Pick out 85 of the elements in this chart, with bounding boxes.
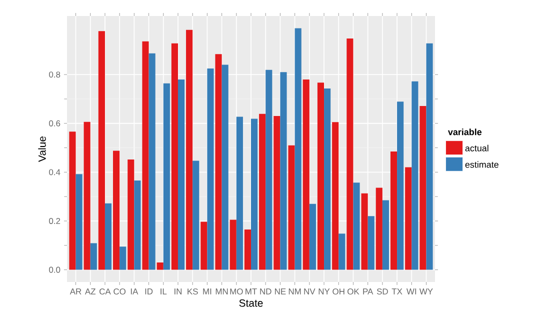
bar: [332, 122, 339, 270]
bar: [215, 54, 222, 270]
x-tick-label: SD: [376, 288, 388, 294]
x-tick-label: PA: [363, 288, 374, 294]
bar: [134, 180, 141, 270]
bar: [338, 234, 346, 270]
x-axis-title: State: [239, 299, 263, 307]
bar: [104, 203, 112, 270]
bar: [294, 28, 302, 270]
bar: [171, 43, 178, 270]
bar: [200, 222, 208, 270]
bar: [148, 53, 156, 270]
bar: [76, 174, 82, 270]
bar: [376, 188, 382, 270]
bar: [244, 230, 251, 270]
bar: [98, 31, 105, 270]
x-tick-label: IL: [160, 288, 167, 294]
legend-label: estimate: [465, 161, 498, 168]
bar: [113, 150, 120, 270]
bar: [222, 64, 228, 270]
bar: [346, 38, 354, 270]
y-tick-label: 0.4: [49, 169, 60, 176]
bar: [280, 72, 287, 270]
x-tick-label: OH: [332, 288, 344, 294]
x-tick-label: TX: [392, 288, 402, 294]
bar: [84, 122, 90, 270]
x-tick-label: AR: [70, 288, 82, 294]
bar: [426, 43, 433, 270]
x-tick-label: MO: [230, 288, 243, 294]
bar: [90, 243, 97, 270]
x-tick-label: NV: [304, 288, 316, 294]
x-tick-label: IN: [174, 288, 182, 294]
bar: [405, 167, 412, 270]
bar: [236, 116, 243, 270]
bar: [302, 79, 310, 270]
bar: [259, 114, 266, 270]
y-axis-title: Value: [38, 136, 46, 162]
bar: [207, 68, 214, 270]
bar: [120, 246, 126, 270]
x-tick-label: MT: [246, 288, 257, 294]
x-tick-label: WY: [419, 288, 433, 294]
x-tick-label: CO: [114, 288, 126, 294]
bar: [230, 220, 236, 270]
x-tick-label: ND: [260, 288, 272, 294]
y-tick-label: 0.2: [49, 218, 60, 224]
bar: [178, 79, 185, 270]
x-tick-label: NY: [318, 288, 330, 294]
x-tick-label: AZ: [84, 288, 96, 294]
y-tick-label: 0.0: [49, 266, 60, 273]
x-tick-label: KS: [188, 288, 198, 294]
x-tick-label: MN: [216, 288, 228, 294]
bar: [390, 151, 398, 270]
x-tick-label: OK: [348, 288, 360, 294]
legend-title: variable: [448, 128, 482, 136]
bar: [397, 102, 404, 270]
x-tick-label: CA: [100, 288, 111, 294]
bar: [163, 83, 170, 270]
bar: [192, 160, 200, 270]
bar: [368, 216, 374, 270]
bar: [361, 193, 368, 270]
x-tick-label: ID: [145, 288, 153, 294]
bar: [142, 41, 149, 270]
bar: [317, 82, 324, 270]
x-tick-label: WI: [406, 288, 416, 294]
bar: [274, 116, 280, 270]
bar: [156, 262, 164, 270]
bar: [251, 118, 258, 270]
bar: [324, 88, 331, 270]
x-tick-label: NE: [275, 288, 286, 294]
bar: [309, 204, 316, 270]
legend-label: actual: [465, 144, 488, 152]
x-tick-label: MI: [203, 288, 212, 294]
bar: [353, 182, 360, 270]
bar: [128, 159, 134, 270]
bar: [412, 81, 418, 270]
bar: [382, 200, 390, 270]
y-tick-label: 0.8: [49, 72, 60, 78]
bar: [288, 145, 295, 270]
bar: [186, 30, 193, 270]
bar: [266, 70, 272, 270]
bar: [420, 106, 426, 270]
x-tick-label: NM: [288, 288, 301, 294]
bar: [69, 132, 76, 270]
x-tick-label: IA: [130, 288, 138, 294]
y-tick-label: 0.6: [49, 120, 60, 126]
